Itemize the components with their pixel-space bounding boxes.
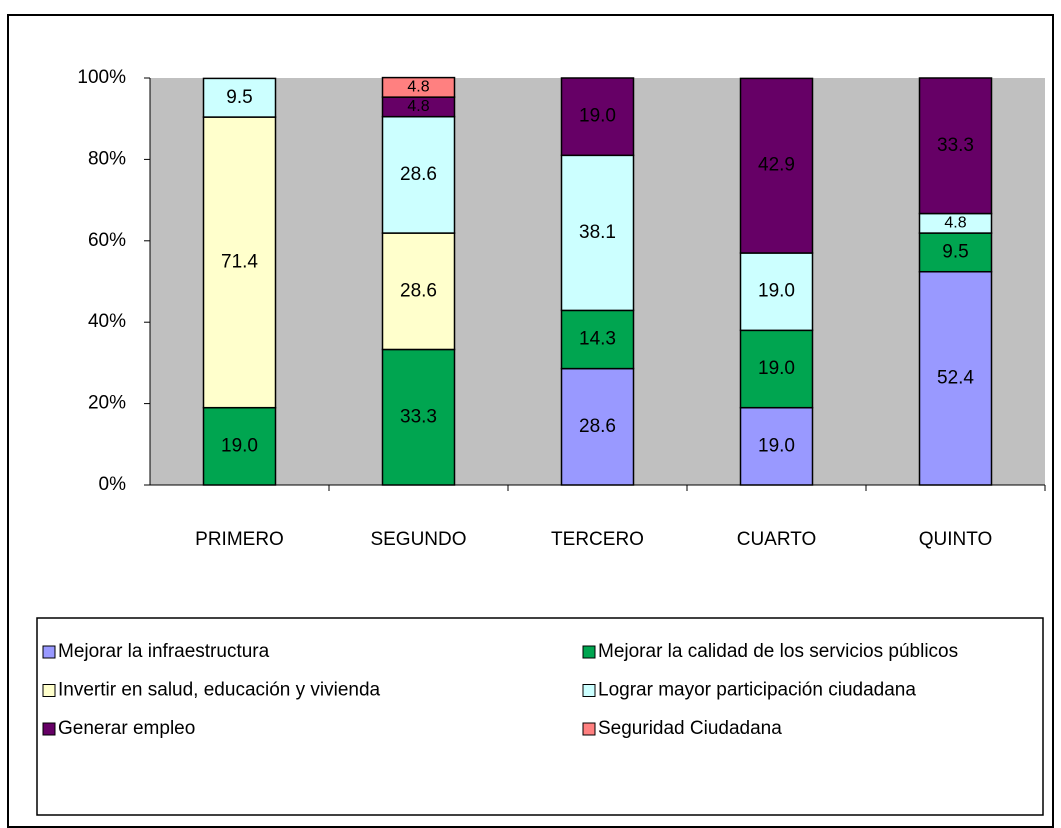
data-label: 19.0	[758, 358, 795, 379]
data-label: 19.0	[758, 281, 795, 302]
legend-swatch	[42, 645, 56, 659]
data-label: 9.5	[942, 241, 968, 262]
legend-label: Lograr mayor participación ciudadana	[598, 680, 916, 701]
y-tick-label: 60%	[88, 230, 126, 251]
x-tick-label: SEGUNDO	[370, 529, 466, 550]
data-label: 19.0	[221, 435, 258, 456]
data-label: 14.3	[579, 329, 616, 350]
bar-segment	[918, 77, 993, 215]
data-label: 28.6	[400, 164, 437, 185]
x-tick-label: PRIMERO	[195, 529, 284, 550]
bar-segment	[202, 77, 277, 118]
data-label: 28.6	[400, 280, 437, 301]
y-tick-label: 20%	[88, 393, 126, 414]
data-label: 4.8	[407, 79, 429, 96]
bar-segment	[381, 115, 456, 234]
data-label: 38.1	[579, 222, 616, 243]
legend-label: Mejorar la calidad de los servicios públ…	[598, 641, 958, 662]
bar-segment	[918, 270, 993, 486]
data-label: 9.5	[226, 87, 252, 108]
legend-box	[36, 617, 1044, 816]
bar-segment	[739, 252, 814, 332]
data-label: 4.8	[944, 215, 966, 232]
bar-segment	[560, 154, 635, 312]
bar-segment	[560, 77, 635, 157]
y-tick-label: 100%	[77, 67, 126, 88]
x-tick-label: TERCERO	[551, 529, 644, 550]
legend-swatch	[42, 684, 56, 697]
bar-segment	[739, 77, 814, 254]
legend-label: Mejorar la infraestructura	[58, 641, 270, 662]
data-label: 52.4	[937, 367, 974, 388]
bar-segment	[381, 348, 456, 486]
data-label: 71.4	[221, 251, 258, 272]
bar-segment	[918, 232, 993, 273]
y-tick-label: 0%	[99, 474, 127, 495]
legend-label: Invertir en salud, educación y vivienda	[58, 680, 381, 701]
x-tick-label: CUARTO	[737, 529, 817, 550]
legend-label: Seguridad Ciudadana	[598, 718, 782, 739]
bar-segment	[381, 232, 456, 351]
data-label: 33.3	[937, 135, 974, 156]
data-label: 4.8	[407, 98, 429, 115]
legend-swatch	[582, 645, 596, 659]
legend-label: Generar empleo	[58, 718, 195, 739]
legend-swatch	[42, 722, 56, 736]
y-tick-label: 40%	[88, 311, 126, 332]
data-label: 33.3	[400, 406, 437, 427]
data-label: 19.0	[758, 435, 795, 456]
legend-swatch	[582, 684, 596, 697]
data-label: 28.6	[579, 416, 616, 437]
bar-segment	[560, 367, 635, 486]
data-label: 42.9	[758, 155, 795, 176]
bar-segment	[381, 76, 456, 98]
bar-segment	[560, 309, 635, 370]
x-tick-label: QUINTO	[919, 529, 993, 550]
data-label: 19.0	[579, 106, 616, 127]
y-tick-label: 80%	[88, 148, 126, 169]
legend-swatch	[582, 722, 596, 736]
